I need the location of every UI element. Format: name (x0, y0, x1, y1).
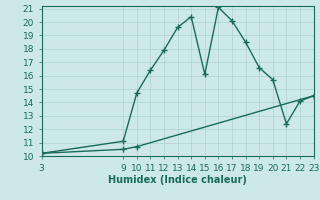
X-axis label: Humidex (Indice chaleur): Humidex (Indice chaleur) (108, 175, 247, 185)
